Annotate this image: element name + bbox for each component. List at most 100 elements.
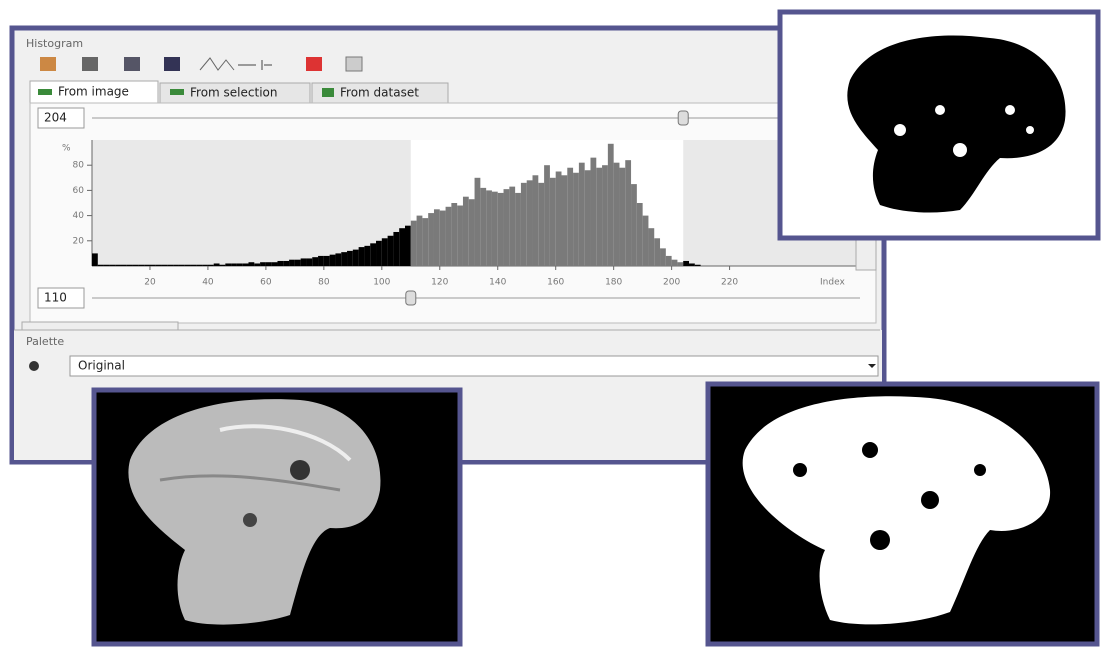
palette-select[interactable]: [70, 356, 878, 376]
histogram-bar: [248, 262, 254, 266]
range-max-value: 204: [44, 111, 67, 125]
histogram-bar: [179, 265, 185, 266]
histogram-bar: [683, 261, 689, 266]
histogram-bar: [440, 211, 446, 266]
histogram-bar: [173, 265, 179, 266]
window-title: Histogram: [26, 37, 83, 50]
histogram-bar: [312, 257, 318, 266]
histogram-bar: [614, 163, 620, 266]
tool-icon[interactable]: [164, 57, 180, 71]
histogram-bar: [521, 183, 527, 266]
histogram-bar: [689, 263, 695, 266]
histogram-bar: [104, 265, 110, 266]
histogram-bar: [92, 253, 98, 266]
histogram-bar: [254, 263, 260, 266]
range-min-value: 110: [44, 291, 67, 305]
histogram-bar: [382, 238, 388, 266]
histogram-bar: [260, 262, 266, 266]
histogram-bar: [144, 265, 150, 266]
histogram-bar: [405, 226, 411, 266]
palette-icon: [29, 361, 39, 371]
histogram-bar: [283, 261, 289, 266]
histogram-bar: [162, 265, 168, 266]
tab-label: From image: [58, 85, 129, 99]
histogram-bar: [208, 265, 214, 266]
x-tick-label: 200: [663, 278, 680, 288]
histogram-bar: [231, 263, 237, 266]
y-tick-label: 20: [73, 236, 85, 246]
page: {"window_title": "Histogram", "tabs": ["…: [0, 0, 1101, 648]
tab-label: From selection: [190, 86, 277, 100]
histogram-bar: [243, 263, 249, 266]
histogram-bar: [196, 265, 202, 266]
histogram-bar: [533, 175, 539, 266]
histogram-bar: [579, 163, 585, 266]
histogram-bar: [214, 263, 220, 266]
x-tick-label: 120: [431, 278, 448, 288]
histogram-bar: [301, 258, 307, 266]
histogram-bar: [318, 256, 324, 266]
histogram-bar: [672, 260, 678, 266]
histogram-bar: [643, 216, 649, 266]
histogram-bar: [654, 238, 660, 266]
histogram-bar: [150, 265, 156, 266]
histogram-bar: [504, 189, 510, 266]
histogram-bar: [121, 265, 127, 266]
histogram-bar: [596, 168, 602, 266]
x-tick-label: 160: [547, 278, 564, 288]
histogram-bar: [133, 265, 139, 266]
histogram-bar: [422, 218, 428, 266]
histogram-bar: [666, 256, 672, 266]
x-tick-label: 20: [144, 278, 156, 288]
histogram-bar: [446, 207, 452, 266]
histogram-bar: [324, 256, 330, 266]
histogram-bar: [602, 165, 608, 266]
histogram-bar: [347, 251, 353, 266]
x-tick-label: 80: [318, 278, 330, 288]
x-tick-label: 100: [373, 278, 390, 288]
histogram-bar: [463, 197, 469, 266]
histogram-bar: [225, 263, 231, 266]
histogram-bar: [695, 265, 701, 266]
histogram-bar: [625, 160, 631, 266]
histogram-bar: [98, 265, 104, 266]
histogram-bar: [335, 253, 341, 266]
tool-icon[interactable]: [40, 57, 56, 71]
tool-icon[interactable]: [306, 57, 322, 71]
histogram-bar: [115, 265, 121, 266]
thresholded-image: [708, 384, 1097, 644]
histogram-bar: [393, 232, 399, 266]
x-tick-label: 60: [260, 278, 272, 288]
tool-icon[interactable]: [124, 57, 140, 71]
x-tick-label: 140: [489, 278, 506, 288]
histogram-bar: [295, 260, 301, 266]
histogram-bar: [469, 199, 475, 266]
histogram-bar: [509, 187, 515, 266]
histogram-bar: [434, 209, 440, 266]
histogram-bar: [451, 203, 457, 266]
histogram-bar: [515, 193, 521, 266]
histogram-bar: [567, 168, 573, 266]
histogram-bar: [544, 165, 550, 266]
slider-thumb[interactable]: [406, 291, 416, 305]
histogram-bar: [608, 144, 614, 266]
histogram-bar: [364, 246, 370, 266]
slider-thumb[interactable]: [678, 111, 688, 125]
screenshot: Histogram From image From selection From…: [0, 0, 1101, 648]
histogram-bar: [590, 158, 596, 266]
histogram-bar: [585, 170, 591, 266]
histogram-bar: [660, 248, 666, 266]
histogram-bar: [498, 193, 504, 266]
histogram-bar: [289, 260, 295, 266]
histogram-bar: [127, 265, 133, 266]
tool-icon[interactable]: [346, 57, 362, 71]
x-tick-label: 40: [202, 278, 214, 288]
y-tick-label: 60: [73, 186, 85, 196]
histogram-bar: [648, 228, 654, 266]
tool-icon[interactable]: [82, 57, 98, 71]
histogram-bar: [370, 243, 376, 266]
histogram-bar: [266, 262, 272, 266]
histogram-bar: [330, 255, 336, 266]
histogram-bar: [272, 262, 278, 266]
histogram-bar: [167, 265, 173, 266]
